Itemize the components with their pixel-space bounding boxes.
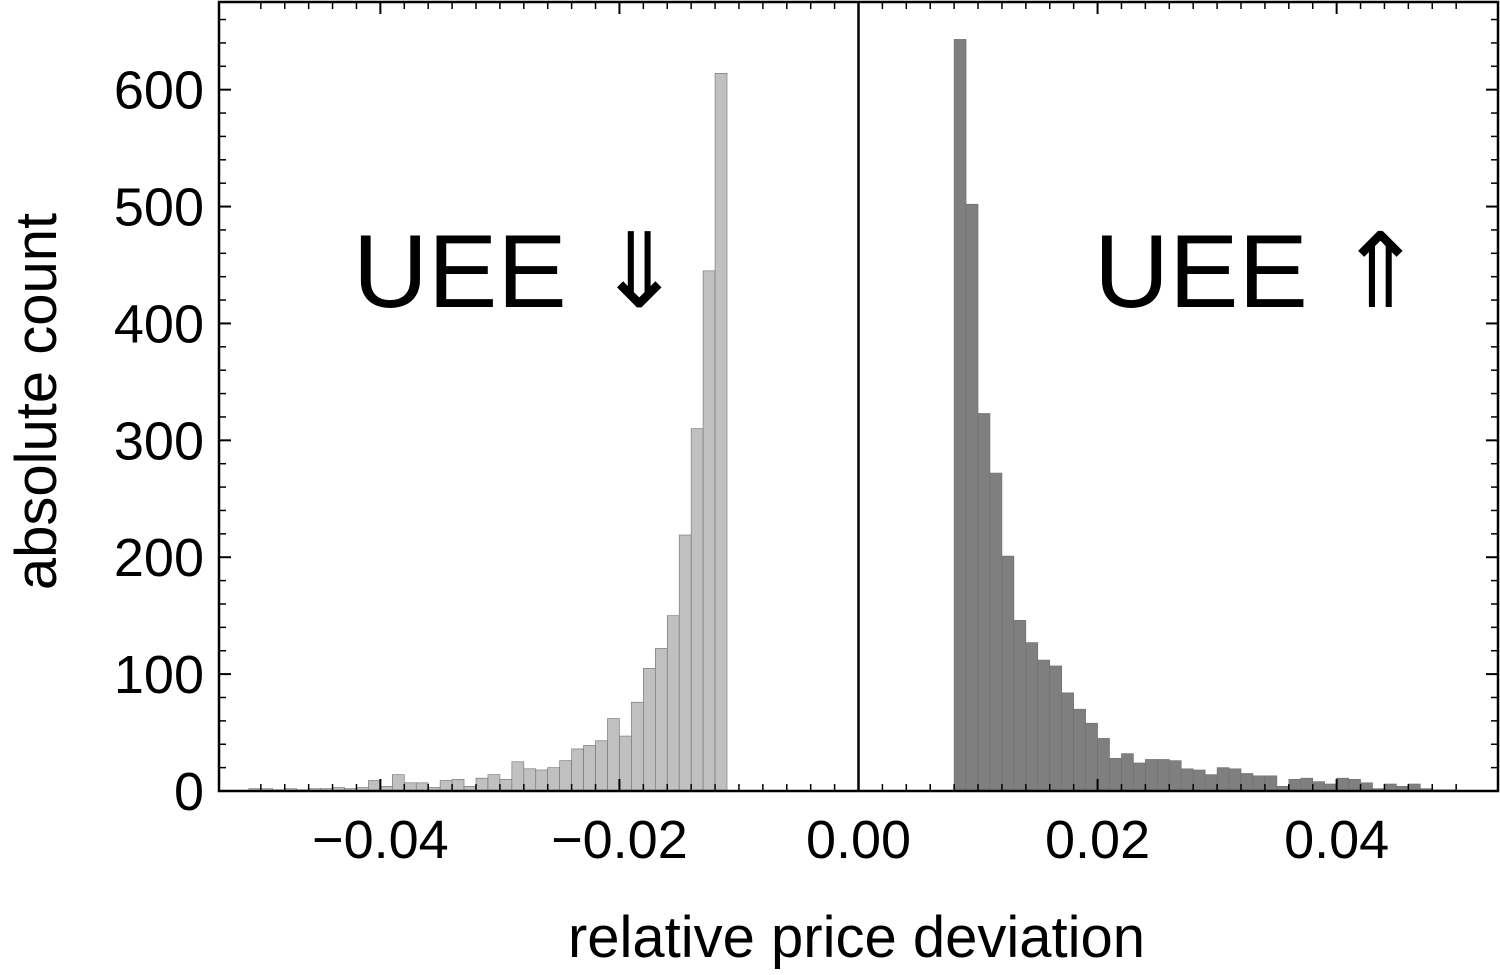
bar-s0-39 <box>714 73 728 792</box>
bar-s0-33 <box>643 667 656 792</box>
x-tick-label-3: 0.02 <box>1045 810 1150 870</box>
bar-s1-5 <box>1013 620 1027 792</box>
bar-s0-38 <box>702 270 716 792</box>
bar-s0-35 <box>666 615 680 792</box>
x-tick-label-0: −0.04 <box>312 810 449 870</box>
bar-s1-32 <box>1336 777 1349 792</box>
bar-s1-9 <box>1061 692 1074 792</box>
bar-s1-1 <box>965 203 979 792</box>
tick-labels: −0.04 −0.02 0.00 0.02 0.04 0 100 200 300 400 500 60… <box>114 61 1389 870</box>
bar-s1-10 <box>1073 708 1086 792</box>
y-tick-label-3: 300 <box>114 411 204 471</box>
bar-s1-8 <box>1049 665 1063 792</box>
bar-s0-23 <box>523 768 537 792</box>
annotation-label-1: UEE ⇑ <box>1094 214 1424 330</box>
bar-s1-30 <box>1312 781 1325 792</box>
bar-s0-31 <box>619 735 632 792</box>
bar-s1-33 <box>1348 779 1361 792</box>
y-tick-label-6: 600 <box>114 61 204 121</box>
bar-s1-0 <box>953 39 967 792</box>
bar-s0-21 <box>499 779 513 792</box>
bar-s0-29 <box>595 740 608 792</box>
bar-s1-4 <box>1001 555 1015 792</box>
bar-s0-25 <box>547 767 560 792</box>
bar-s1-7 <box>1037 659 1051 792</box>
histogram-bars <box>248 39 1457 792</box>
bar-s1-28 <box>1288 779 1302 792</box>
bar-s1-14 <box>1121 753 1134 792</box>
bar-s1-19 <box>1180 768 1194 792</box>
bar-s0-26 <box>559 760 572 792</box>
bar-s1-21 <box>1204 774 1218 792</box>
bar-s1-29 <box>1300 777 1314 792</box>
bar-s0-20 <box>487 774 501 792</box>
y-tick-label-2: 200 <box>114 528 204 588</box>
bar-s1-22 <box>1216 767 1230 792</box>
bar-s1-25 <box>1252 775 1266 792</box>
bar-s1-17 <box>1157 759 1170 792</box>
axis-ticks <box>219 2 1498 792</box>
bar-s0-17 <box>451 779 465 792</box>
y-axis-label: absolute count <box>4 213 69 590</box>
bar-s0-19 <box>475 777 489 792</box>
x-axis-label: relative price deviation <box>568 905 1145 970</box>
annotations: UEE ⇓ UEE ⇑ <box>353 214 1424 330</box>
bar-s1-2 <box>977 413 991 792</box>
bar-s0-22 <box>511 761 525 792</box>
bar-s1-6 <box>1025 642 1039 792</box>
bar-s0-27 <box>571 748 584 792</box>
bar-s1-16 <box>1145 759 1158 792</box>
bar-s1-26 <box>1264 775 1278 792</box>
bar-s0-37 <box>690 428 704 792</box>
x-tick-label-2: 0.00 <box>806 810 911 870</box>
y-tick-label-1: 100 <box>114 645 204 705</box>
bar-s0-16 <box>439 780 453 792</box>
x-tick-label-1: −0.02 <box>551 810 688 870</box>
bar-s1-13 <box>1109 757 1122 792</box>
bar-s0-34 <box>654 648 668 792</box>
bar-s0-28 <box>583 745 596 792</box>
annotation-label-0: UEE ⇓ <box>353 214 683 330</box>
y-tick-label-0: 0 <box>174 762 204 822</box>
x-tick-label-4: 0.04 <box>1284 810 1389 870</box>
bar-s1-12 <box>1097 738 1110 792</box>
bar-s1-23 <box>1228 768 1242 792</box>
bar-s1-11 <box>1085 722 1098 792</box>
y-tick-label-5: 500 <box>114 178 204 238</box>
bar-s0-36 <box>678 534 692 792</box>
bar-s0-10 <box>368 780 381 792</box>
bar-s1-3 <box>989 472 1003 792</box>
bar-s0-24 <box>535 769 549 792</box>
bar-s1-18 <box>1168 760 1182 792</box>
bar-s1-24 <box>1240 773 1254 792</box>
y-tick-label-4: 400 <box>114 294 204 354</box>
bar-s0-32 <box>631 701 644 792</box>
bar-s1-15 <box>1133 762 1146 792</box>
bar-s0-30 <box>607 718 620 792</box>
bar-s0-12 <box>392 774 405 792</box>
bar-s1-20 <box>1192 769 1206 792</box>
